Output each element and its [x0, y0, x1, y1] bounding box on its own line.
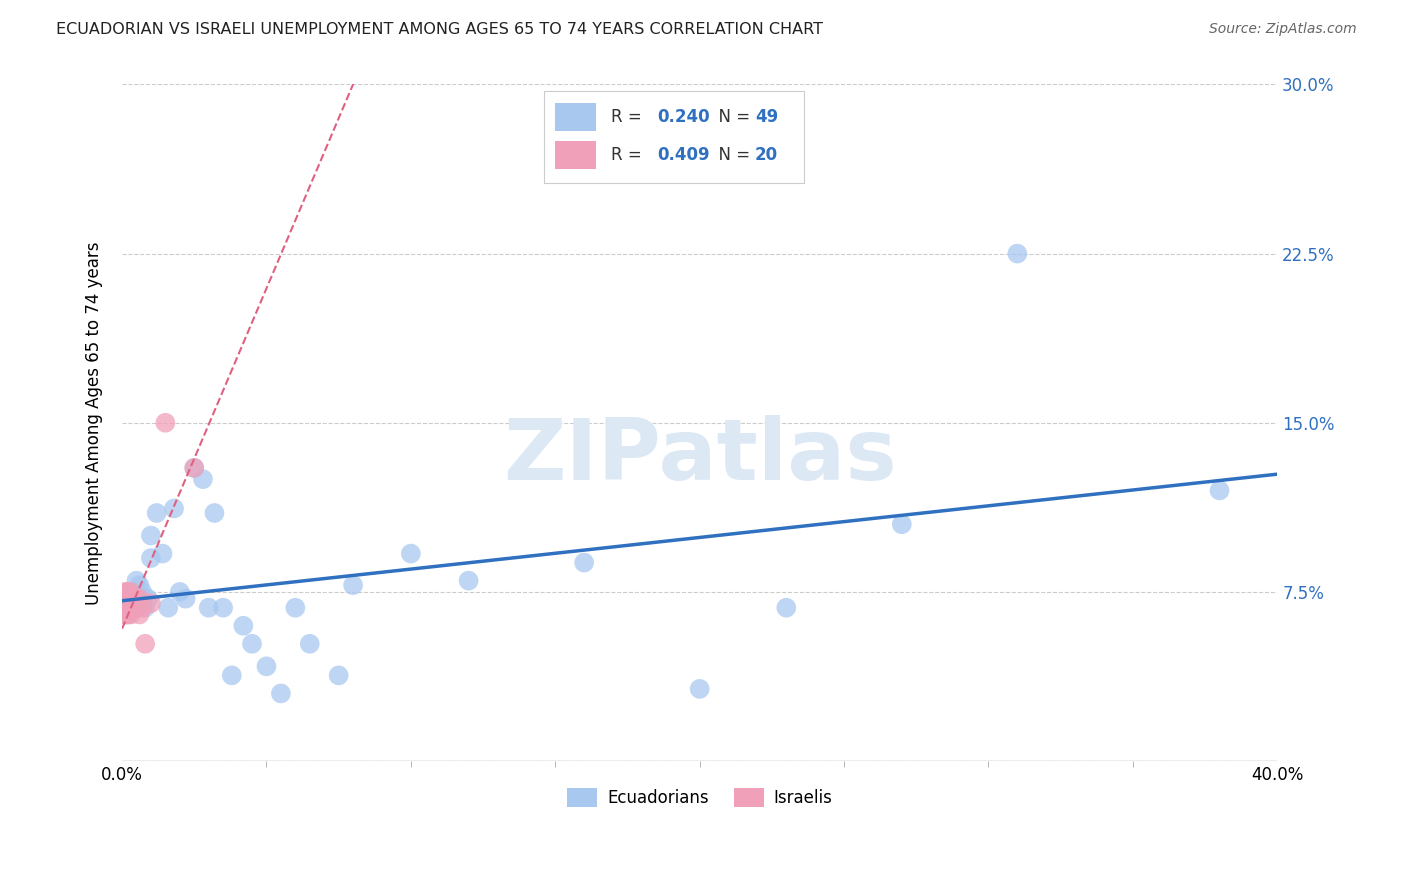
Israelis	[134, 637, 156, 651]
Ecuadorians	[152, 547, 174, 561]
Ecuadorians	[157, 600, 180, 615]
Israelis	[117, 585, 139, 599]
Bar	[555, 141, 596, 169]
Ecuadorians	[169, 585, 191, 599]
Ecuadorians	[212, 600, 235, 615]
Ecuadorians	[775, 600, 797, 615]
Bar	[555, 103, 596, 131]
Ecuadorians	[139, 528, 162, 542]
Ecuadorians	[120, 600, 142, 615]
Text: ECUADORIAN VS ISRAELI UNEMPLOYMENT AMONG AGES 65 TO 74 YEARS CORRELATION CHART: ECUADORIAN VS ISRAELI UNEMPLOYMENT AMONG…	[56, 22, 824, 37]
Israelis	[128, 591, 150, 606]
Ecuadorians	[204, 506, 226, 520]
Ecuadorians	[457, 574, 479, 588]
Ecuadorians	[174, 591, 197, 606]
Israelis	[122, 591, 145, 606]
Ecuadorians	[399, 547, 422, 561]
Ecuadorians	[117, 607, 139, 622]
Israelis	[128, 607, 150, 622]
Ecuadorians	[117, 591, 139, 606]
Ecuadorians	[572, 556, 595, 570]
FancyBboxPatch shape	[544, 91, 804, 183]
Israelis	[120, 607, 142, 622]
Ecuadorians	[128, 591, 150, 606]
Ecuadorians	[120, 585, 142, 599]
Israelis	[117, 607, 139, 622]
Israelis	[155, 416, 177, 430]
Y-axis label: Unemployment Among Ages 65 to 74 years: Unemployment Among Ages 65 to 74 years	[86, 241, 103, 605]
Ecuadorians	[328, 668, 350, 682]
Ecuadorians	[139, 551, 162, 566]
Text: 0.409: 0.409	[657, 145, 710, 164]
Ecuadorians	[114, 607, 136, 622]
Ecuadorians	[232, 619, 254, 633]
Text: N =: N =	[707, 108, 755, 126]
Ecuadorians	[131, 585, 153, 599]
Israelis	[114, 600, 136, 615]
Ecuadorians	[197, 600, 219, 615]
Text: R =: R =	[610, 108, 647, 126]
Israelis	[125, 600, 148, 615]
Ecuadorians	[183, 461, 205, 475]
Israelis	[114, 585, 136, 599]
Ecuadorians	[191, 472, 214, 486]
Ecuadorians	[890, 517, 912, 532]
Ecuadorians	[125, 574, 148, 588]
Ecuadorians	[120, 591, 142, 606]
Israelis	[125, 591, 148, 606]
Text: Source: ZipAtlas.com: Source: ZipAtlas.com	[1209, 22, 1357, 37]
Ecuadorians	[136, 591, 159, 606]
Ecuadorians	[145, 506, 167, 520]
Legend: Ecuadorians, Israelis: Ecuadorians, Israelis	[560, 781, 839, 814]
Israelis	[120, 585, 142, 599]
Ecuadorians	[342, 578, 364, 592]
Israelis	[120, 596, 142, 610]
Ecuadorians	[1007, 246, 1029, 260]
Ecuadorians	[117, 585, 139, 599]
Ecuadorians	[689, 681, 711, 696]
Text: 20: 20	[755, 145, 779, 164]
Ecuadorians	[221, 668, 243, 682]
Ecuadorians	[240, 637, 263, 651]
Ecuadorians	[122, 596, 145, 610]
Israelis	[122, 600, 145, 615]
Text: R =: R =	[610, 145, 647, 164]
Ecuadorians	[125, 600, 148, 615]
Ecuadorians	[163, 501, 186, 516]
Ecuadorians	[298, 637, 321, 651]
Text: 0.240: 0.240	[657, 108, 710, 126]
Ecuadorians	[1208, 483, 1230, 498]
Ecuadorians	[270, 686, 292, 700]
Israelis	[117, 596, 139, 610]
Ecuadorians	[284, 600, 307, 615]
Text: 49: 49	[755, 108, 779, 126]
Text: ZIPatlas: ZIPatlas	[503, 415, 897, 498]
Israelis	[139, 596, 162, 610]
Israelis	[183, 461, 205, 475]
Ecuadorians	[122, 585, 145, 599]
Ecuadorians	[125, 585, 148, 599]
Ecuadorians	[134, 600, 156, 615]
Ecuadorians	[128, 578, 150, 592]
Ecuadorians	[256, 659, 278, 673]
Ecuadorians	[114, 596, 136, 610]
Israelis	[114, 607, 136, 622]
Israelis	[131, 600, 153, 615]
Ecuadorians	[131, 596, 153, 610]
Text: N =: N =	[707, 145, 755, 164]
